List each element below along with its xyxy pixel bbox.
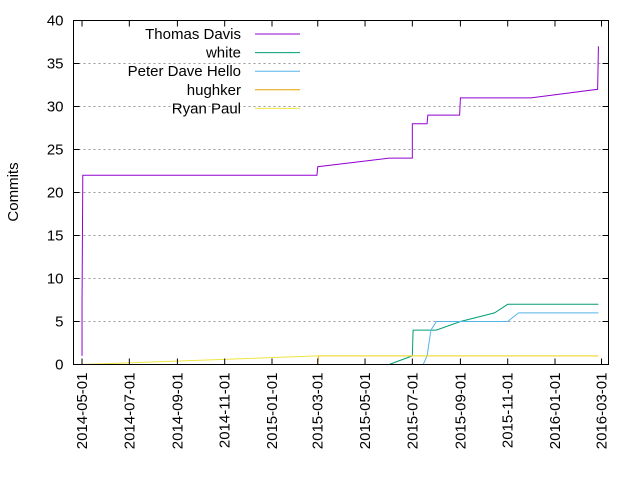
legend-label: Ryan Paul [172, 100, 241, 117]
y-tick-label: 35 [47, 56, 64, 73]
x-tick-label: 2016-01-01 [547, 373, 564, 450]
y-axis-ticks: 0 5 10 15 20 25 30 35 40 [47, 13, 609, 374]
y-tick-label: 15 [47, 228, 64, 245]
series-line-1 [388, 303, 599, 365]
x-tick-label: 2014-07-01 [121, 373, 138, 450]
legend-label: white [205, 45, 241, 62]
x-tick-label: 2014-05-01 [74, 373, 91, 450]
x-axis-ticks: 2014-05-01 2014-07-01 2014-09-01 2014-11-01… [74, 20, 611, 450]
y-tick-label: 20 [47, 185, 64, 202]
x-tick-label: 2015-01-01 [264, 373, 281, 450]
legend-label: hughker [187, 82, 241, 99]
y-tick-label: 0 [55, 357, 63, 374]
x-tick-label: 2015-07-01 [404, 373, 421, 450]
legend-label: Thomas Davis [145, 26, 241, 43]
legend-label: Peter Dave Hello [128, 63, 241, 80]
x-tick-label: 2016-03-01 [594, 373, 611, 450]
x-tick-label: 2014-09-01 [169, 373, 186, 450]
series-line-3 [82, 355, 599, 365]
x-tick-label: 2015-05-01 [357, 373, 374, 450]
y-tick-label: 30 [47, 99, 64, 116]
series-line-2 [422, 312, 599, 365]
x-tick-label: 2015-11-01 [500, 373, 517, 449]
y-tick-label: 5 [55, 314, 63, 331]
y-tick-label: 40 [47, 13, 64, 30]
y-axis-label: Commits [5, 162, 22, 221]
series-line-0 [81, 46, 599, 356]
series-lines [81, 46, 599, 365]
x-tick-label: 2015-03-01 [310, 373, 327, 450]
grid-lines [73, 63, 609, 322]
y-tick-label: 25 [47, 142, 64, 159]
y-tick-label: 10 [47, 271, 64, 288]
series-line-4 [82, 355, 599, 365]
x-tick-label: 2015-09-01 [452, 372, 469, 449]
x-tick-label: 2014-11-01 [217, 373, 234, 449]
